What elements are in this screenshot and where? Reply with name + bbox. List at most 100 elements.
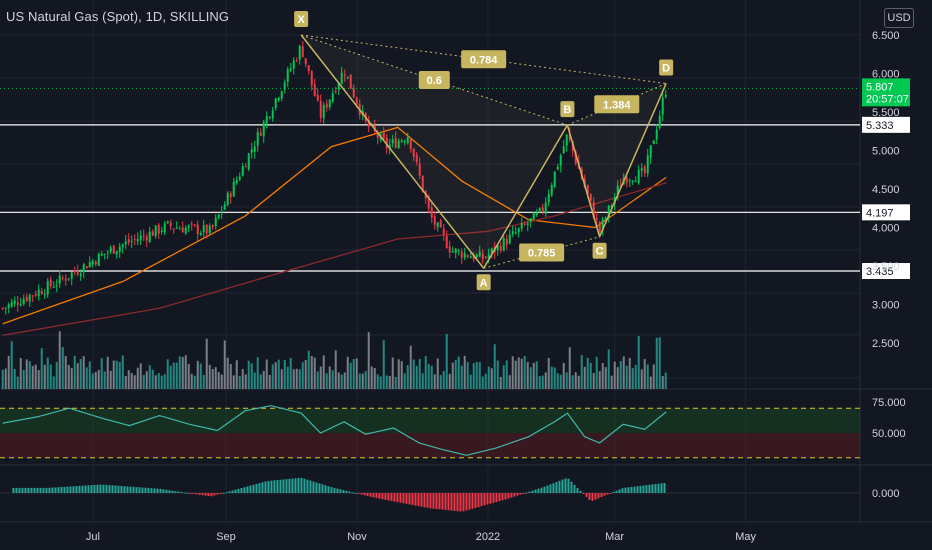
histogram-bar [150,488,153,493]
histogram-bar [267,480,270,493]
candle-body [568,133,571,140]
candle-body [7,304,10,309]
volume-bar [46,357,49,389]
volume-bar [109,370,112,389]
histogram-bar [306,479,309,493]
candle-body [355,97,358,105]
histogram-bar [513,493,516,497]
histogram-bar [471,493,474,509]
x-tick-label: Mar [605,531,624,543]
histogram-bar [51,487,54,493]
candle-body [43,293,46,295]
volume-bar [166,359,169,389]
volume-bar [325,373,328,389]
histogram-bar [42,487,45,493]
histogram-bar [579,490,582,493]
volume-bar [394,376,397,389]
candle-body [649,145,652,158]
volume-bar [451,362,454,389]
candle-body [643,166,646,173]
candle-body [625,177,628,183]
candle-body [142,235,145,237]
candle-body [55,285,58,287]
candle-body [109,247,112,252]
histogram-bar [474,493,477,508]
histogram-bar [108,485,111,493]
volume-bar [25,359,28,389]
histogram-bar [159,488,162,493]
histogram-bar [486,493,489,505]
volume-bar [244,374,247,389]
volume-bar [181,356,184,389]
histogram-bar [216,493,219,495]
histogram-bar [462,493,465,512]
volume-bar [523,356,526,389]
volume-bar [373,367,376,389]
histogram-bar [15,487,18,493]
volume-bar [34,364,37,389]
volume-bar [361,373,364,389]
pattern-leg [598,83,667,238]
volume-bar [655,337,658,389]
level-tag-label: 4.197 [866,207,894,219]
histogram-bar [288,478,291,493]
histogram-bar [135,487,138,493]
candle-body [400,140,403,142]
histogram-bar [180,492,183,494]
volume-bar [289,358,292,389]
histogram-bar [144,487,147,493]
volume-bar [94,371,97,389]
histogram-bar [570,481,573,493]
volume-bar [631,368,634,389]
volume-bar [193,375,196,389]
volume-bar [583,366,586,389]
candle-body [634,181,637,183]
volume-bar [535,361,538,389]
pattern-ratio-label: 0.6 [427,75,442,87]
candle-body [202,225,205,233]
volume-bar [580,355,583,389]
candle-body [259,132,262,136]
histogram-bar [504,493,507,500]
candle-body [121,244,124,248]
histogram-bar [639,485,642,493]
histogram-bar [177,491,180,493]
candle-body [436,222,439,228]
histogram-bar [297,477,300,493]
volume-bar [541,375,544,389]
candle-body [127,239,130,243]
volume-bar [577,375,580,389]
volume-bar [328,366,331,389]
volume-bar [40,348,43,389]
volume-bar [364,371,367,389]
histogram-bar [276,480,279,493]
volume-bar [430,365,433,389]
histogram-bar [507,493,510,499]
histogram-bar [240,488,243,493]
y-tick-label: 2.500 [872,338,900,350]
histogram-bar [57,487,60,493]
volume-bar [352,359,355,389]
volume-bar [493,344,496,389]
candle-body [511,231,514,235]
candle-body [169,222,172,227]
currency-button[interactable]: USD [884,8,914,28]
histogram-bar [357,493,360,494]
candle-body [283,82,286,90]
histogram-bar [63,486,66,493]
volume-bar [205,338,208,389]
histogram-bar [12,487,15,493]
candle-body [73,270,76,273]
histogram-bar [444,493,447,510]
candle-body [409,139,412,149]
candle-body [82,264,85,273]
histogram-bar [396,493,399,503]
volume-bar [454,359,457,389]
volume-bar [415,365,418,389]
histogram-bar [36,487,39,493]
pattern-point-tag [560,101,575,118]
candle-body [136,239,139,242]
histogram-bar [555,482,558,493]
y-tick-label: 3.000 [872,300,900,312]
